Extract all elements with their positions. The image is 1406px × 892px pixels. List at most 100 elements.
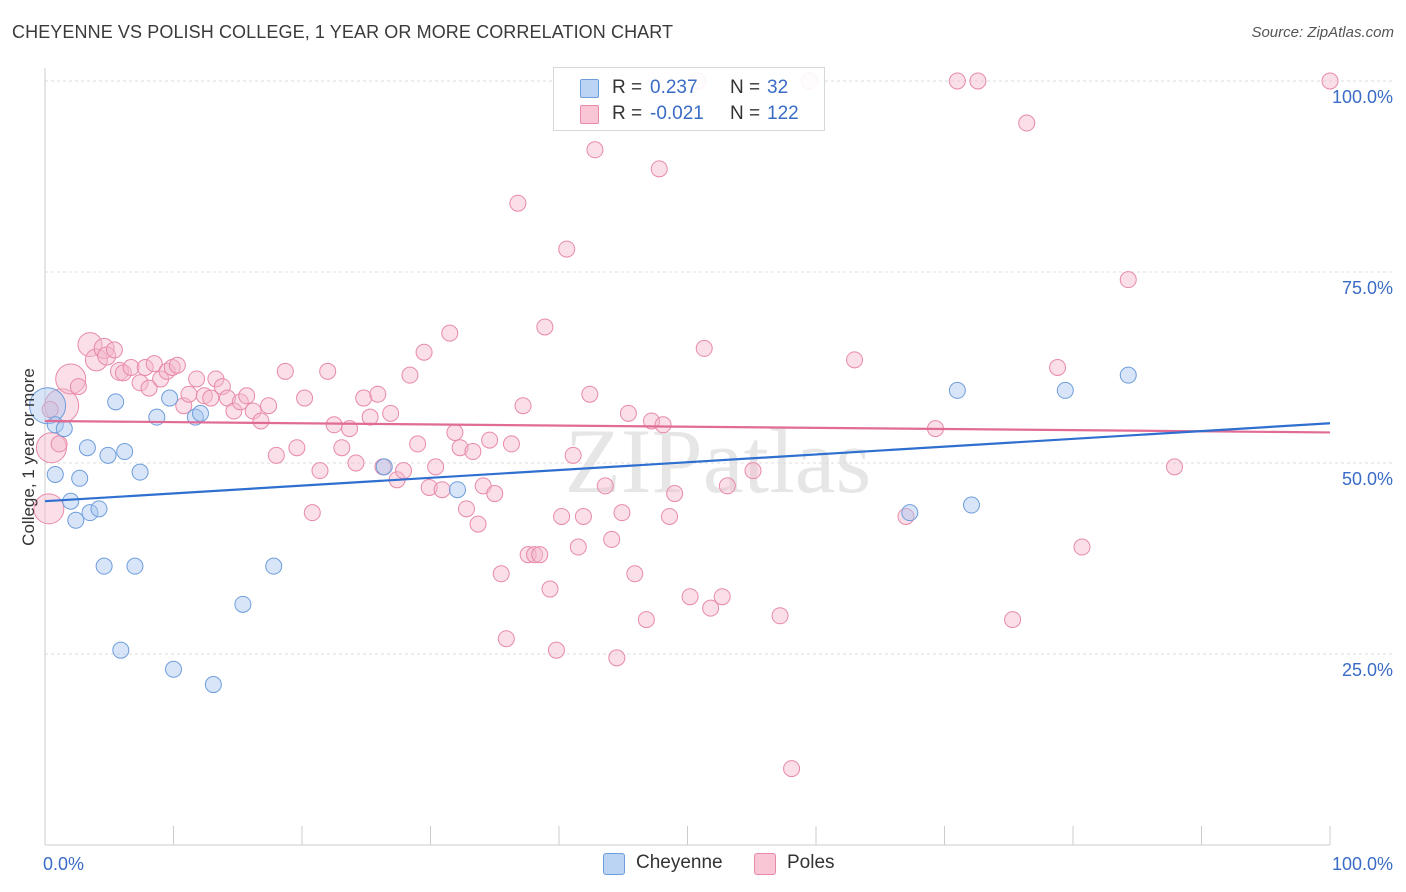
cheyenne-point <box>375 458 393 476</box>
poles-point <box>1004 611 1022 629</box>
poles-point <box>744 462 762 480</box>
cheyenne-trend-line <box>44 422 1331 503</box>
poles-point <box>481 431 499 449</box>
poles-point <box>569 538 587 556</box>
cheyenne-point <box>165 660 182 678</box>
poles-point <box>637 611 655 629</box>
poles-point <box>457 500 475 518</box>
poles-swatch <box>580 105 599 124</box>
poles-point <box>502 435 520 453</box>
poles-point <box>702 599 720 617</box>
poles-point <box>497 630 515 648</box>
cheyenne-point <box>265 557 283 575</box>
y-axis-label: College, 1 year or more <box>19 368 38 546</box>
legend-r-label: R = <box>612 103 643 124</box>
poles-point <box>333 439 351 457</box>
poles-point <box>355 389 373 407</box>
poles-point <box>276 362 294 380</box>
poles-point <box>415 343 433 361</box>
legend-row-poles: R = -0.021 N = 122 <box>554 101 824 127</box>
poles-point <box>846 351 864 369</box>
legend-label-poles: Poles <box>787 852 835 873</box>
cheyenne-point <box>191 404 209 422</box>
poles-point <box>661 507 679 525</box>
cheyenne-point <box>71 469 89 487</box>
cheyenne-point <box>901 504 919 522</box>
poles-point <box>288 439 306 457</box>
poles-point <box>492 565 510 583</box>
poles-point <box>603 530 621 548</box>
poles-point <box>231 393 249 411</box>
poles-point <box>1166 458 1184 476</box>
cheyenne-point <box>126 557 144 575</box>
cheyenne-point <box>948 381 966 399</box>
poles-point <box>41 401 59 419</box>
legend-n-value: 32 <box>767 77 789 98</box>
source-label: Source: ZipAtlas.com <box>1251 24 1394 41</box>
poles-point <box>519 546 537 564</box>
legend-row-cheyenne: R = 0.237 N = 32 <box>554 75 824 101</box>
poles-point <box>361 408 379 426</box>
poles-point <box>514 397 532 415</box>
poles-point <box>626 565 644 583</box>
y-tick-label: 25.0% <box>1342 660 1393 680</box>
cheyenne-point <box>95 557 113 575</box>
cheyenne-point <box>234 595 252 613</box>
poles-point <box>948 72 966 90</box>
cheyenne-swatch <box>603 853 625 875</box>
y-tick-label: 50.0% <box>1342 469 1393 489</box>
poles-point <box>188 370 206 388</box>
cheyenne-point <box>107 393 125 411</box>
poles-point <box>613 504 631 522</box>
poles-point <box>131 374 149 392</box>
poles-point <box>1321 72 1339 90</box>
poles-point <box>608 649 626 667</box>
poles-point <box>1073 538 1091 556</box>
legend-r-label: R = <box>612 77 643 98</box>
legend-n-value: 122 <box>767 103 799 124</box>
poles-point <box>464 443 482 461</box>
poles-point <box>369 385 387 403</box>
poles-point <box>347 454 365 472</box>
poles-point <box>55 363 87 395</box>
poles-point <box>451 439 469 457</box>
poles-point <box>252 412 270 430</box>
poles-point <box>650 160 668 178</box>
poles-point <box>469 515 487 533</box>
poles-point <box>238 387 256 405</box>
poles-point <box>267 446 285 464</box>
cheyenne-point <box>116 443 134 461</box>
poles-point <box>140 379 158 397</box>
poles-point <box>168 356 186 374</box>
cheyenne-point <box>67 511 85 529</box>
poles-point <box>1119 271 1137 289</box>
poles-point <box>69 378 87 396</box>
poles-point <box>553 507 571 525</box>
poles-point <box>547 641 565 659</box>
poles-point <box>77 332 103 358</box>
cheyenne-point <box>90 500 108 518</box>
cheyenne-point <box>448 481 466 499</box>
x-tick-label: 100.0% <box>1332 854 1393 874</box>
poles-point <box>1018 114 1036 132</box>
poles-point <box>50 435 68 453</box>
cheyenne-point <box>62 492 80 510</box>
poles-point <box>564 446 582 464</box>
poles-point <box>225 402 243 420</box>
poles-point <box>420 478 438 496</box>
cheyenne-point <box>99 446 117 464</box>
legend-r-value: -0.021 <box>650 103 704 124</box>
poles-point <box>395 462 413 480</box>
cheyenne-point <box>81 504 99 522</box>
y-tick-label: 100.0% <box>1332 87 1393 107</box>
poles-point <box>619 404 637 422</box>
poles-point <box>771 607 789 625</box>
poles-point <box>718 477 736 495</box>
poles-trend-line <box>44 419 1331 434</box>
poles-point <box>969 72 987 90</box>
poles-point <box>382 404 400 422</box>
poles-point <box>195 387 213 405</box>
y-tick-label: 75.0% <box>1342 278 1393 298</box>
poles-point <box>180 385 198 403</box>
legend-n-label: N = <box>730 77 761 98</box>
